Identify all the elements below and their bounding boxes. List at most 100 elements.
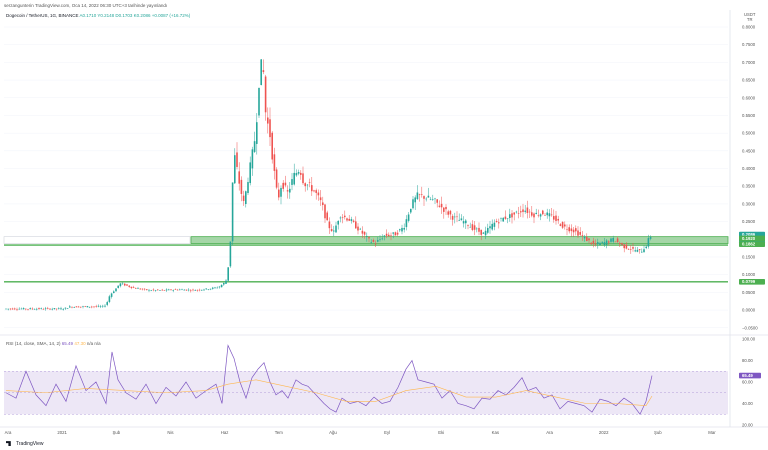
candle-body	[469, 226, 471, 228]
candle-body	[649, 237, 652, 239]
candle-body	[253, 141, 256, 152]
price-tick-label: 0.7500	[742, 42, 756, 47]
candle-body	[315, 190, 317, 193]
price-tick-label: 0.1000	[742, 272, 756, 277]
candle-body	[597, 242, 599, 245]
candle-body	[126, 284, 128, 286]
candle-body	[500, 217, 502, 219]
time-tick-label: Haz	[221, 430, 229, 435]
candle-body	[271, 132, 273, 160]
candle-body	[561, 221, 564, 228]
candle-body	[251, 149, 254, 169]
currency-extra: TR	[746, 17, 753, 22]
candle-body	[295, 173, 298, 176]
candle-body	[520, 211, 522, 213]
candle-body	[546, 212, 548, 216]
candle-body	[401, 227, 403, 232]
candle-body	[372, 239, 375, 242]
candle-body	[647, 238, 650, 247]
candle-body	[190, 290, 192, 292]
candle-body	[86, 306, 89, 308]
candle-body	[339, 217, 342, 219]
candle-body	[165, 289, 168, 291]
candle-body	[196, 289, 199, 291]
candle-body	[300, 172, 302, 175]
candle-body	[284, 182, 287, 186]
candle-body	[623, 244, 625, 249]
candle-body	[509, 214, 511, 218]
tradingview-logo[interactable]: TradingView	[6, 441, 44, 447]
candle-body	[564, 224, 566, 227]
time-tick-label: Kas	[492, 430, 499, 435]
candle-body	[328, 221, 331, 229]
price-tag: 0.0799	[739, 278, 765, 285]
candle-body	[476, 228, 478, 230]
candle-body	[36, 308, 38, 310]
candle-body	[62, 309, 64, 310]
candle-body	[148, 289, 150, 291]
candle-body	[185, 289, 188, 291]
candle-body	[388, 234, 390, 237]
price-tick-label: 0.4000	[742, 166, 756, 171]
candle-body	[341, 217, 344, 218]
candle-body	[75, 306, 78, 308]
candle-body	[194, 290, 196, 291]
publish-info: serzangunterin TradingView.com, Oca 14, …	[4, 3, 168, 8]
candle-body	[139, 288, 141, 290]
candle-body	[304, 183, 306, 187]
candle-body	[282, 182, 284, 189]
candle-body	[333, 230, 335, 232]
candle-body	[297, 172, 300, 174]
rsi-tag-bg	[739, 372, 761, 379]
candle-body	[610, 238, 612, 242]
candle-body	[361, 230, 364, 234]
candle-body	[313, 190, 315, 192]
candle-body	[121, 283, 124, 285]
candle-body	[627, 248, 630, 250]
candle-body	[632, 247, 634, 249]
candle-body	[548, 213, 551, 217]
candle-body	[22, 308, 25, 310]
symbol-legend: Dogecoin / TetherUS, 1G, BINANCE A0.1710…	[6, 13, 190, 18]
candle-body	[227, 267, 229, 281]
rsi-legend: RSI (14, close, SMA, 14, 2) 65.49 47.30 …	[6, 341, 101, 346]
candle-body	[176, 289, 179, 291]
candle-body	[260, 59, 262, 86]
candle-body	[201, 289, 203, 291]
time-tick-label: Ara	[5, 430, 12, 435]
candle-body	[106, 302, 108, 305]
price-tick-label: 0.5500	[742, 113, 756, 118]
candle-body	[377, 240, 379, 242]
candle-body	[350, 219, 353, 221]
candle-body	[445, 206, 447, 210]
candle-body	[603, 242, 606, 245]
candle-body	[132, 287, 135, 288]
currency-label[interactable]: USDT TR	[744, 12, 755, 22]
candle-body	[143, 288, 146, 290]
candle-body	[513, 212, 515, 215]
price-tick-label: 0.3000	[742, 201, 756, 206]
candle-body	[614, 241, 617, 243]
price-tick-label: 0.3500	[742, 184, 756, 189]
price-tag-label: 0.0799	[742, 279, 756, 284]
candle-body	[88, 306, 91, 308]
candle-body	[511, 213, 513, 218]
candle-body	[645, 246, 647, 248]
candle-body	[396, 232, 399, 235]
candle-body	[236, 152, 238, 167]
time-tick-label: Mar	[708, 430, 716, 435]
candle-body	[308, 182, 311, 183]
candle-body	[484, 230, 487, 236]
candle-body	[137, 288, 139, 289]
price-tag-label: 0.1920	[742, 236, 756, 241]
candle-body	[66, 308, 69, 309]
candle-body	[319, 197, 322, 201]
candle-body	[128, 285, 130, 287]
candle-body	[5, 308, 7, 310]
candle-body	[216, 287, 218, 289]
candle-body	[458, 219, 460, 221]
candle-body	[427, 195, 430, 198]
candle-body	[531, 212, 533, 216]
candle-body	[423, 196, 425, 199]
